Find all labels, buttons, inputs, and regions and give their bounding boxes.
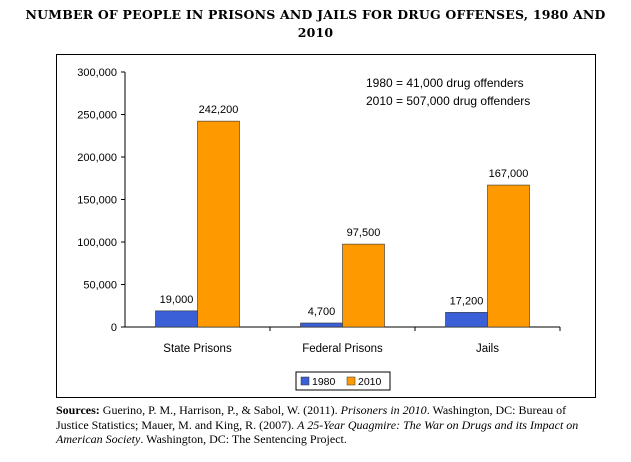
annotation-text: 2010 = 507,000 drug offenders — [366, 94, 530, 108]
data-label: 4,700 — [308, 306, 336, 318]
bar-2010 — [197, 120, 240, 328]
bar-1980 — [155, 310, 198, 328]
bar-2010 — [342, 243, 385, 328]
legend-box — [295, 371, 391, 391]
data-label: 167,000 — [489, 168, 529, 180]
data-label: 242,200 — [199, 104, 239, 116]
sources-label: Sources: — [56, 403, 100, 417]
x-category-label: State Prisons — [163, 343, 232, 355]
y-tick-label: 150,000 — [77, 195, 117, 207]
data-label: 97,500 — [347, 227, 381, 239]
bar-2010 — [487, 184, 530, 328]
y-tick-label: 50,000 — [83, 280, 117, 292]
sources-note: Sources: Guerino, P. M., Harrison, P., &… — [56, 403, 596, 447]
x-category-label: Jails — [476, 343, 499, 355]
y-tick-label: 100,000 — [77, 237, 117, 249]
sources-title-2: A 25-Year Quagmire: The War on Drugs and… — [56, 417, 579, 447]
y-tick-label: 250,000 — [77, 110, 117, 122]
sources-text-2: . Washington, DC: Bureau of Justice Stat… — [56, 403, 567, 432]
legend-label: 2010 — [358, 376, 382, 388]
legend-swatch-1980 — [300, 376, 310, 386]
data-label: 17,200 — [450, 295, 484, 307]
y-tick-label: 0 — [111, 322, 117, 334]
chart-title-line2: 2010 — [297, 25, 334, 40]
y-tick-label: 300,000 — [77, 67, 117, 79]
sources-text-3: . Washington, DC: The Sentencing Project… — [140, 432, 347, 446]
chart-title-line1: NUMBER OF PEOPLE IN PRISONS AND JAILS FO… — [25, 7, 606, 22]
bar-1980 — [445, 312, 488, 328]
bar-1980 — [300, 322, 343, 328]
sources-text-1: Guerino, P. M., Harrison, P., & Sabol, W… — [99, 403, 341, 417]
legend-swatch-2010 — [346, 376, 356, 386]
x-category-label: Federal Prisons — [302, 343, 383, 355]
data-label: 19,000 — [160, 294, 194, 306]
annotation-text: 1980 = 41,000 drug offenders — [366, 76, 524, 90]
sources-title-1: Prisoners in 2010 — [340, 403, 427, 417]
chart-title: NUMBER OF PEOPLE IN PRISONS AND JAILS FO… — [0, 6, 631, 42]
legend-label: 1980 — [312, 376, 336, 388]
y-tick-label: 200,000 — [77, 152, 117, 164]
